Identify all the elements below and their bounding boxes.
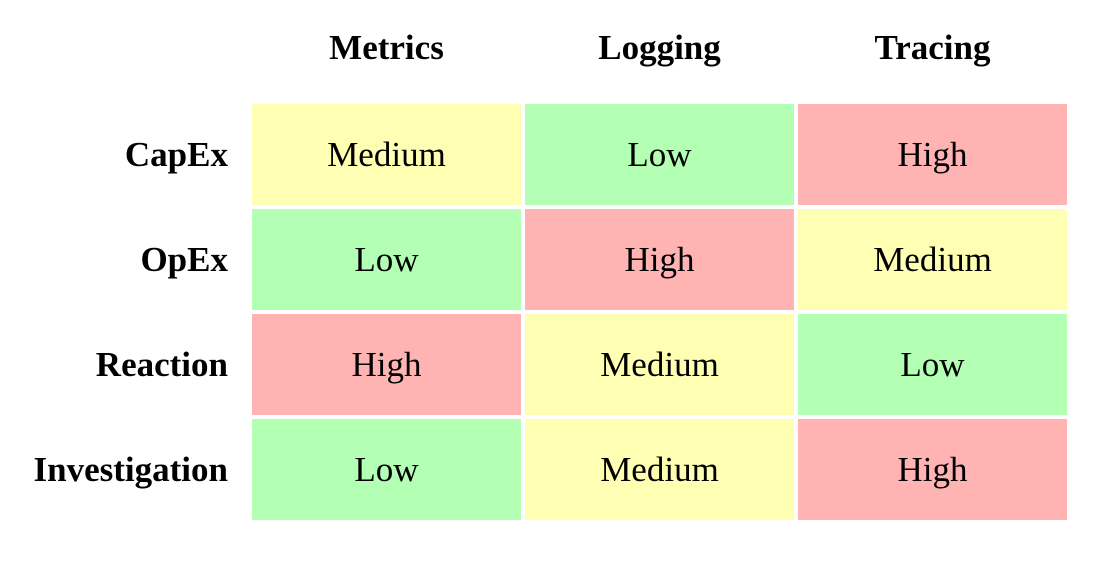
heatmap-cell-label: Low [900, 344, 965, 384]
column-header-logging: Logging [598, 28, 721, 67]
column-header-metrics: Metrics [329, 28, 444, 67]
row-header-investigation: Investigation [33, 450, 228, 489]
row-header-reaction: Reaction [95, 345, 228, 384]
heatmap-cell: Medium [798, 209, 1067, 310]
heatmap-cell: High [798, 104, 1067, 205]
heatmap-cell-label: Medium [873, 239, 992, 279]
heatmap-cell-label: High [897, 134, 968, 174]
heatmap-cell: High [525, 209, 794, 310]
heatmap-cell: Medium [525, 314, 794, 415]
heatmap-cell: Low [252, 419, 521, 520]
heatmap-cell: Low [252, 209, 521, 310]
row-header-capex: CapEx [124, 135, 228, 174]
heatmap-cell-label: High [351, 344, 422, 384]
heatmap-cell-label: High [897, 449, 968, 489]
row-header-opex: OpEx [140, 240, 228, 279]
heatmap-cell-label: Low [354, 239, 419, 279]
column-header-tracing: Tracing [874, 28, 991, 67]
heatmap-cell: High [798, 419, 1067, 520]
heatmap-cell: Medium [252, 104, 521, 205]
heatmap-cell: Low [798, 314, 1067, 415]
heatmap-cell-label: Low [627, 134, 692, 174]
heatmap-cell-label: Medium [327, 134, 446, 174]
heatmap-cell-label: Medium [600, 449, 719, 489]
heatmap-cell-label: High [624, 239, 695, 279]
heatmap-cell: Medium [525, 419, 794, 520]
heatmap-cell: Low [525, 104, 794, 205]
heatmap-cell: High [252, 314, 521, 415]
heatmap-cell-label: Low [354, 449, 419, 489]
heatmap-cell-label: Medium [600, 344, 719, 384]
